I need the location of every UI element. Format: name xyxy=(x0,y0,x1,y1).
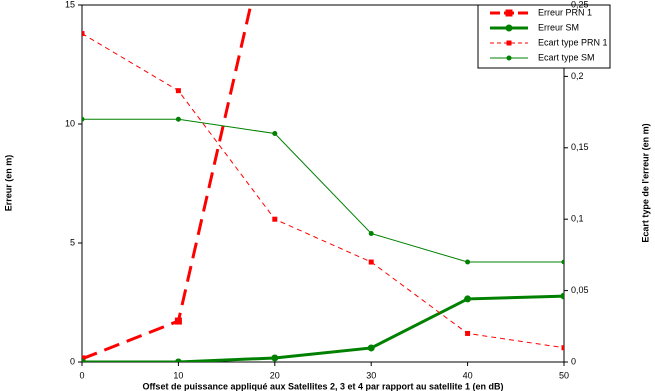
legend-label: Ecart type SM xyxy=(538,52,595,62)
x-tick-label: 20 xyxy=(270,370,280,380)
marker xyxy=(82,31,85,37)
y-tick-label: 15 xyxy=(65,0,75,9)
y2-tick-label: 0,15 xyxy=(571,142,589,152)
marker xyxy=(505,24,513,32)
x-axis-label: Offset de puissance appliqué aux Satelli… xyxy=(142,381,503,391)
series-line xyxy=(82,33,564,349)
marker xyxy=(272,216,278,222)
marker xyxy=(368,230,374,236)
plot-area xyxy=(82,5,564,362)
y-axis-label: Erreur (en m) xyxy=(3,155,13,212)
y2-tick-label: 0 xyxy=(571,356,576,366)
series-line xyxy=(82,118,564,263)
x-tick-label: 40 xyxy=(463,370,473,380)
marker xyxy=(272,131,278,137)
marker xyxy=(175,116,181,122)
series-line xyxy=(82,294,564,362)
marker xyxy=(506,55,512,61)
marker xyxy=(560,292,564,300)
y-tick-label: 10 xyxy=(65,118,75,128)
marker xyxy=(561,345,564,351)
legend-label: Erreur PRN 1 xyxy=(538,7,592,17)
y2-tick-label: 0,2 xyxy=(571,71,584,81)
marker xyxy=(367,344,375,352)
marker xyxy=(82,358,86,362)
y2-tick-label: 0,1 xyxy=(571,214,584,224)
y2-tick-label: 0,25 xyxy=(571,0,589,9)
y2-tick-label: 0,05 xyxy=(571,285,589,295)
marker xyxy=(368,259,374,265)
legend-label: Ecart type PRN 1 xyxy=(538,37,608,47)
x-tick-label: 30 xyxy=(366,370,376,380)
marker xyxy=(174,317,182,325)
marker xyxy=(174,358,182,362)
marker xyxy=(505,9,513,17)
x-tick-label: 10 xyxy=(173,370,183,380)
legend-label: Erreur SM xyxy=(538,22,579,32)
series-line xyxy=(82,5,253,361)
marker xyxy=(175,88,181,94)
plot-frame xyxy=(81,4,565,363)
marker xyxy=(506,40,512,46)
marker xyxy=(465,259,471,265)
y-tick-label: 5 xyxy=(70,237,75,247)
marker xyxy=(82,116,85,122)
y2-axis-label: Ecart type de l'erreur (en m) xyxy=(640,123,650,242)
marker xyxy=(561,259,564,265)
marker xyxy=(271,354,279,362)
marker xyxy=(82,355,86,362)
y-tick-label: 0 xyxy=(70,356,75,366)
x-tick-label: 0 xyxy=(79,370,84,380)
marker xyxy=(465,330,471,336)
x-tick-label: 50 xyxy=(559,370,569,380)
marker xyxy=(464,295,472,303)
